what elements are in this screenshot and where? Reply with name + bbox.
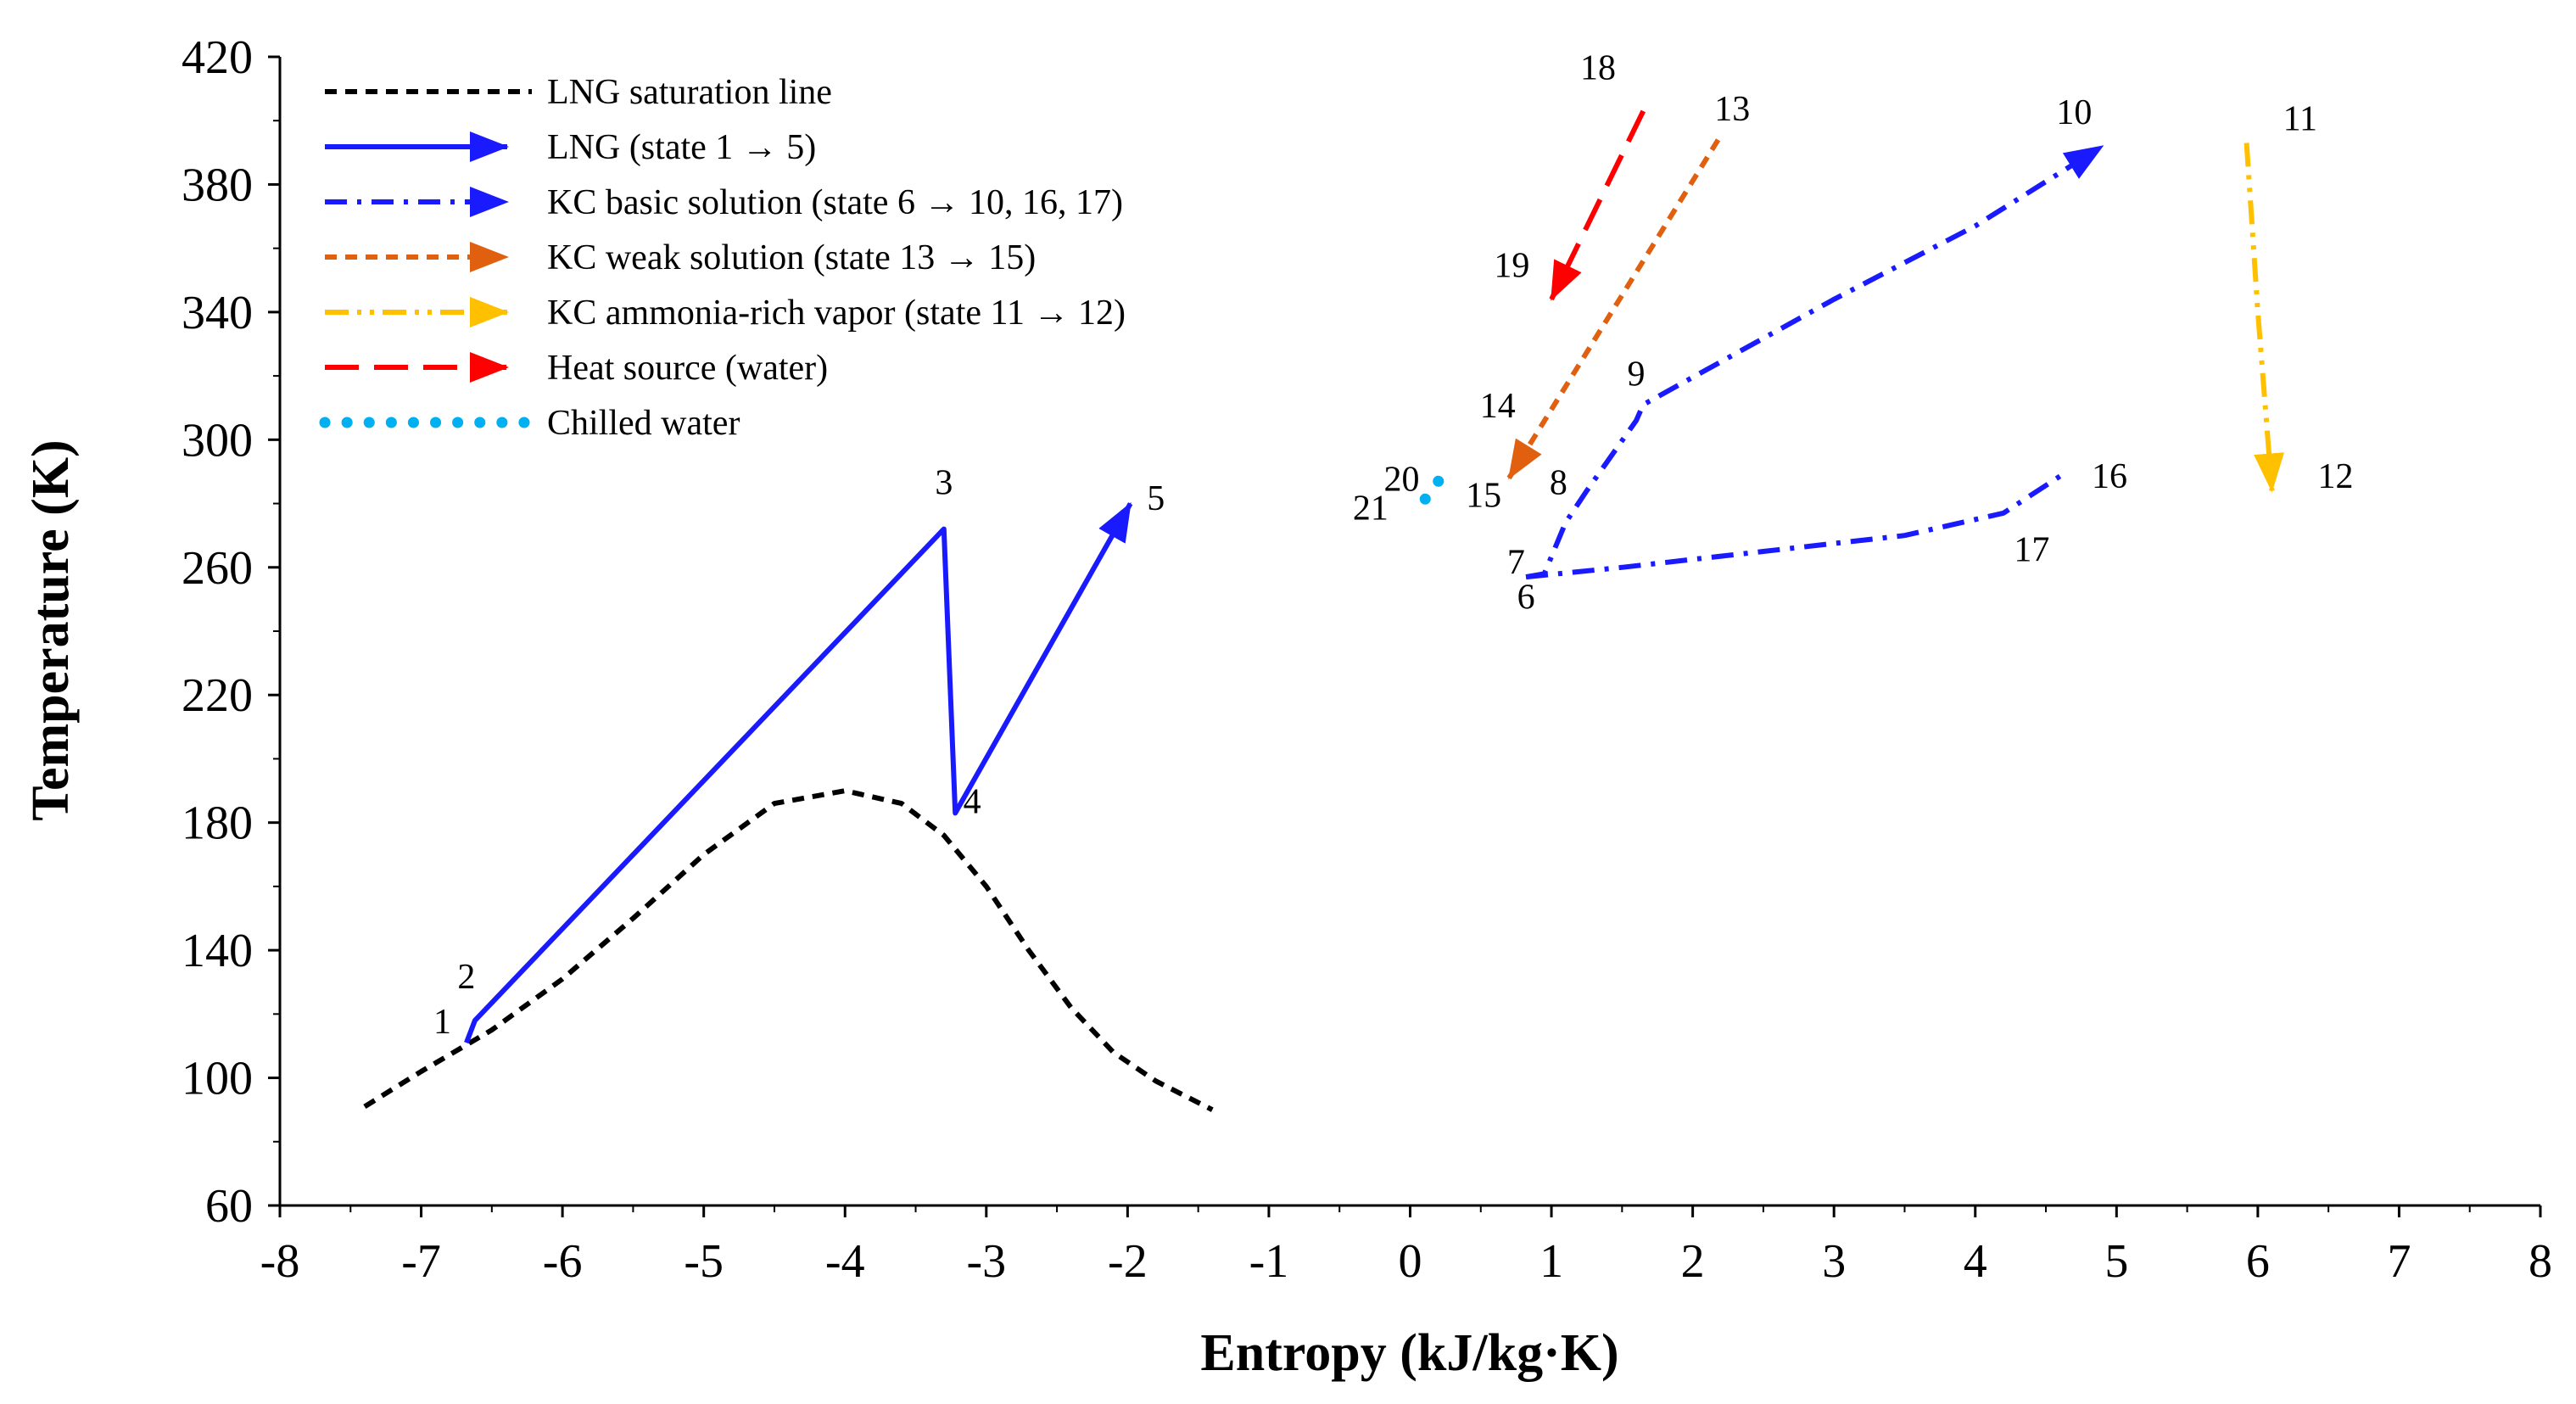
y-axis-title: Temperature (K) bbox=[22, 439, 80, 820]
y-tick-label: 340 bbox=[182, 287, 253, 339]
state-point-label: 14 bbox=[1480, 387, 1516, 426]
legend-item: LNG saturation line bbox=[325, 73, 832, 112]
y-tick-label: 300 bbox=[182, 414, 253, 467]
x-tick-label: -6 bbox=[543, 1235, 583, 1288]
state-point-label: 5 bbox=[1147, 479, 1165, 518]
legend-item: KC basic solution (state 6 → 10, 16, 17) bbox=[325, 183, 1123, 222]
state-point-label: 8 bbox=[1550, 463, 1567, 502]
state-point-label: 6 bbox=[1517, 579, 1535, 618]
legend-item: LNG (state 1 → 5) bbox=[325, 128, 816, 167]
state-point-label: 3 bbox=[935, 463, 953, 502]
x-tick-label: 2 bbox=[1681, 1235, 1705, 1288]
x-tick-label: 0 bbox=[1399, 1235, 1422, 1288]
series-line-6 bbox=[2244, 143, 2284, 493]
state-point-label: 11 bbox=[2283, 100, 2317, 139]
series-line-3 bbox=[1525, 143, 2104, 580]
x-tick-label: 6 bbox=[2246, 1235, 2270, 1288]
x-tick-label: -1 bbox=[1249, 1235, 1289, 1288]
legend-label: LNG (state 1 → 5) bbox=[547, 128, 816, 167]
x-tick-label: 7 bbox=[2387, 1235, 2411, 1288]
x-tick-label: -8 bbox=[260, 1235, 300, 1288]
state-point-label: 15 bbox=[1466, 476, 1501, 515]
y-tick-label: 140 bbox=[182, 925, 253, 977]
state-point-label: 12 bbox=[2317, 457, 2353, 496]
series-line-4 bbox=[1525, 469, 2069, 580]
state-point-label: 16 bbox=[2092, 457, 2127, 496]
series-line-5 bbox=[1506, 138, 1721, 480]
legend-item: Chilled water bbox=[319, 404, 740, 443]
state-point-label: 9 bbox=[1628, 355, 1646, 394]
legend-label: Heat source (water) bbox=[547, 349, 828, 388]
x-tick-label: -4 bbox=[825, 1235, 865, 1288]
x-tick-label: -3 bbox=[966, 1235, 1006, 1288]
x-tick-label: 5 bbox=[2104, 1235, 2128, 1288]
state-point-label: 13 bbox=[1714, 90, 1750, 129]
x-tick-label: -2 bbox=[1108, 1235, 1148, 1288]
state-point-label: 21 bbox=[1353, 489, 1389, 528]
state-point-label: 2 bbox=[457, 958, 475, 997]
legend-item: KC ammonia-rich vapor (state 11 → 12) bbox=[325, 294, 1126, 333]
y-tick-label: 380 bbox=[182, 159, 253, 211]
legend-label: Chilled water bbox=[547, 404, 740, 443]
x-axis-title: Entropy (kJ/kg·K) bbox=[1200, 1324, 1618, 1382]
state-point-label: 18 bbox=[1580, 48, 1616, 87]
y-tick-label: 100 bbox=[182, 1053, 253, 1105]
state-point-label: 19 bbox=[1494, 247, 1529, 286]
state-point-label: 20 bbox=[1384, 461, 1420, 500]
x-tick-label: 8 bbox=[2529, 1235, 2552, 1288]
y-tick-label: 180 bbox=[182, 797, 253, 850]
x-tick-label: -5 bbox=[684, 1235, 724, 1288]
legend-label: LNG saturation line bbox=[547, 73, 832, 112]
series-line-2 bbox=[464, 501, 1133, 1044]
state-point-label: 17 bbox=[2014, 530, 2049, 569]
x-tick-label: -7 bbox=[401, 1235, 441, 1288]
legend-item: KC weak solution (state 13 → 15) bbox=[325, 238, 1036, 277]
legend-item: Heat source (water) bbox=[325, 349, 828, 388]
state-point-label: 10 bbox=[2056, 93, 2092, 132]
state-point-label: 1 bbox=[433, 1003, 451, 1042]
x-tick-label: 1 bbox=[1539, 1235, 1563, 1288]
x-tick-label: 4 bbox=[1964, 1235, 1987, 1288]
y-ticks: 60 100 140 180 220 260 300 340 380 420 bbox=[182, 31, 280, 1233]
series-line-7 bbox=[1549, 109, 1646, 301]
y-tick-label: 420 bbox=[182, 31, 253, 84]
state-point-label: 7 bbox=[1507, 543, 1525, 582]
legend-label: KC weak solution (state 13 → 15) bbox=[547, 238, 1036, 277]
state-point-label: 4 bbox=[964, 782, 981, 821]
series-line-8 bbox=[1411, 475, 1444, 516]
series-line-1 bbox=[363, 788, 1214, 1112]
legend-label: KC basic solution (state 6 → 10, 16, 17) bbox=[547, 183, 1123, 222]
legend-label: KC ammonia-rich vapor (state 11 → 12) bbox=[547, 294, 1126, 333]
y-tick-label: 60 bbox=[205, 1180, 253, 1233]
x-ticks: -8 -7 -6 -5 -4 -3 -2 -1 0 1 2 3 4 5 6 7 8 bbox=[260, 1205, 2552, 1288]
y-tick-label: 260 bbox=[182, 542, 253, 595]
y-tick-label: 220 bbox=[182, 669, 253, 722]
series-layer bbox=[363, 109, 2284, 1112]
x-tick-label: 3 bbox=[1822, 1235, 1846, 1288]
legend: LNG saturation line LNG (state 1 → 5) KC b… bbox=[319, 73, 1126, 443]
